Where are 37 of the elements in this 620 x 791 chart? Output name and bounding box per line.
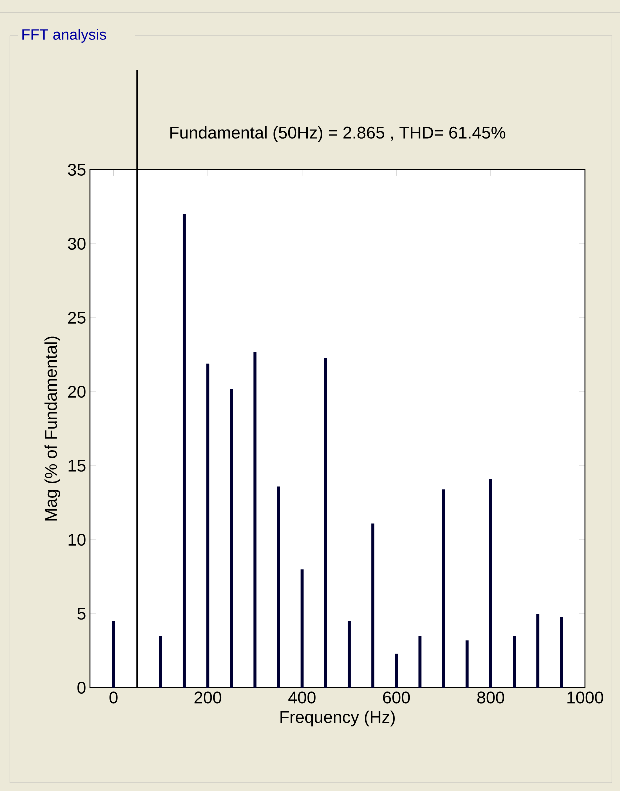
y-tick-label: 30 <box>68 238 86 250</box>
bar <box>489 479 492 688</box>
bar <box>536 614 540 688</box>
y-tick-label: 35 <box>68 164 86 176</box>
x-tick-label: 800 <box>477 692 504 704</box>
text: FFT analysis <box>22 29 106 43</box>
y-axis-title: Mag (% of Fundamental) <box>44 336 60 521</box>
bar <box>206 364 210 688</box>
bar <box>254 352 257 688</box>
bar <box>230 389 233 688</box>
bar <box>300 570 304 688</box>
bar <box>560 616 563 688</box>
y-tick-label: 0 <box>77 682 86 694</box>
bar <box>324 358 328 688</box>
bar <box>442 490 446 688</box>
bar <box>418 636 422 688</box>
y-tick-label: 15 <box>68 460 86 472</box>
bar <box>512 636 516 688</box>
x-tick-label: 200 <box>194 692 222 704</box>
bar <box>371 524 374 688</box>
bar <box>112 621 116 688</box>
bar <box>466 640 469 688</box>
x-tick-label: 1000 <box>567 692 604 704</box>
y-tick-label: 5 <box>77 608 86 620</box>
x-tick-label: 600 <box>383 692 410 704</box>
y-tick-label: 25 <box>68 312 86 324</box>
bar <box>182 214 186 688</box>
bar <box>348 621 351 688</box>
bar <box>159 636 162 688</box>
x-tick-label: 0 <box>110 692 118 704</box>
x-tick-label: 400 <box>288 692 316 704</box>
bar <box>277 486 280 688</box>
y-tick-label: 10 <box>68 534 86 546</box>
y-tick-label: 20 <box>68 386 86 398</box>
chart-title: Fundamental (50Hz) = 2.865 , THD= 61.45% <box>170 126 506 142</box>
bar <box>394 654 398 688</box>
x-axis-title: Frequency (Hz) <box>280 710 395 727</box>
